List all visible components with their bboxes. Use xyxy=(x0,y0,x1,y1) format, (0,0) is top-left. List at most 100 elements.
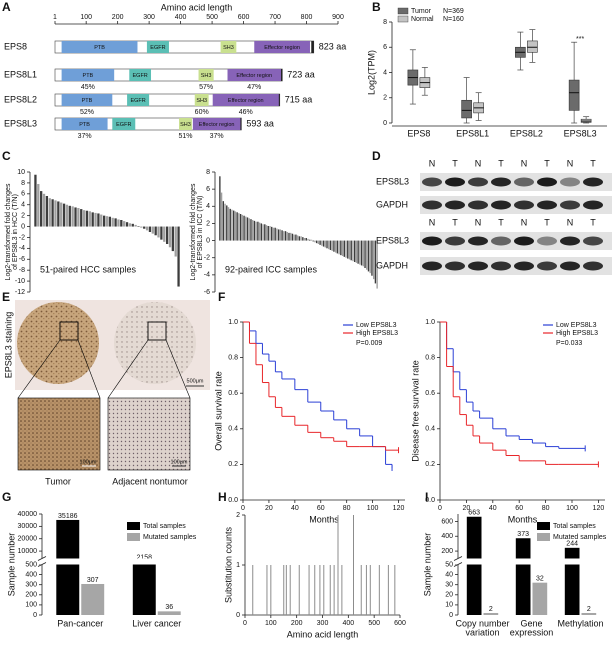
blot-band xyxy=(560,200,580,210)
p-value: P=0.009 xyxy=(356,340,382,347)
domain xyxy=(192,118,241,130)
domain xyxy=(61,69,115,81)
identity-label: 47% xyxy=(247,84,261,91)
value-label: 307 xyxy=(87,577,99,584)
panel-letter: H xyxy=(218,490,227,504)
bar xyxy=(97,213,100,227)
ruler-label: 500 xyxy=(206,14,218,21)
y-tick-label: 0.2 xyxy=(228,461,238,468)
bar xyxy=(88,211,91,227)
panel-letter: G xyxy=(2,490,11,504)
x-tick-label: 300 xyxy=(317,620,329,627)
stain-label: EPS8L3 staining xyxy=(3,312,13,379)
y-tick-label: 50 xyxy=(445,561,453,568)
blot-band xyxy=(583,200,603,210)
bar xyxy=(302,237,304,241)
y-tick-label: 40000 xyxy=(18,511,38,518)
y-tick-label: -2 xyxy=(204,255,210,262)
bar xyxy=(352,240,354,262)
significance: *** xyxy=(576,36,584,43)
identity-label: 60% xyxy=(195,109,209,116)
bar xyxy=(226,205,228,241)
bar xyxy=(291,233,294,241)
length-label: 593 aa xyxy=(246,118,274,128)
lane-label: N xyxy=(475,158,482,168)
domain-label: EGFR xyxy=(133,73,148,79)
bar xyxy=(157,611,181,615)
bar xyxy=(71,206,74,227)
x-tick-label: 60 xyxy=(317,505,325,512)
bar xyxy=(312,240,314,242)
bar xyxy=(231,209,233,241)
bar xyxy=(267,226,269,241)
bar xyxy=(293,234,295,241)
bar xyxy=(305,238,307,241)
x-tick-label: 40 xyxy=(291,505,299,512)
bar xyxy=(108,216,112,227)
bar xyxy=(65,204,69,227)
ruler-label: 100 xyxy=(80,14,92,21)
domain xyxy=(212,94,279,106)
bar xyxy=(220,192,223,241)
bar xyxy=(117,219,120,227)
bar xyxy=(353,240,356,262)
y-tick-label: 1.0 xyxy=(425,319,435,326)
y-axis-label: Sample number xyxy=(6,533,16,597)
zoom-line xyxy=(165,339,191,399)
y-tick-label: -4 xyxy=(19,245,25,252)
length-label: 823 aa xyxy=(319,41,347,51)
bar xyxy=(284,231,287,241)
bar xyxy=(102,215,106,227)
bar xyxy=(154,226,157,236)
bar xyxy=(276,228,278,241)
lane-label: N xyxy=(567,158,574,168)
y-tick-label: -4 xyxy=(204,272,210,279)
legend-label: Mutated samples xyxy=(143,534,197,541)
y-axis-label: of EPS8L3 in ICC (T/N) xyxy=(197,196,204,269)
lane-label: T xyxy=(590,158,596,168)
bar xyxy=(163,226,166,242)
panel-letter: C xyxy=(2,149,11,163)
lane-label: N xyxy=(521,217,528,227)
lane-label: T xyxy=(452,217,458,227)
bar xyxy=(279,229,282,241)
bar xyxy=(219,176,221,241)
y-tick-label: 0 xyxy=(33,612,37,619)
y-tick-label: 200 xyxy=(25,592,37,599)
bar xyxy=(319,240,321,245)
domain xyxy=(146,41,169,53)
x-tick-label: 40 xyxy=(489,505,497,512)
bar xyxy=(298,236,301,241)
blot-band xyxy=(491,236,511,246)
lane-label: T xyxy=(544,158,550,168)
y-axis-label: Log2-transformed fold changes xyxy=(5,183,12,280)
bar xyxy=(91,212,94,227)
identity-label: 52% xyxy=(80,109,94,116)
bar xyxy=(57,201,60,227)
bar xyxy=(222,201,225,241)
y-tick-label: 500 xyxy=(25,561,37,568)
y-tick-label: 20 xyxy=(445,592,453,599)
x-tick-label: 80 xyxy=(542,505,550,512)
panel-letter: A xyxy=(2,0,11,14)
blot-band xyxy=(514,236,534,246)
value-label: 35186 xyxy=(58,513,78,520)
domain-label: Effector region xyxy=(264,45,300,51)
bar xyxy=(234,211,237,241)
x-tick-label: variation xyxy=(465,627,499,637)
bar xyxy=(243,215,245,241)
bar xyxy=(466,516,482,615)
y-tick-label: 0.0 xyxy=(425,497,435,504)
legend-n: N=369 xyxy=(443,8,464,15)
length-label: 715 aa xyxy=(285,94,313,104)
domain-label: Effector region xyxy=(199,122,235,128)
lane-label: T xyxy=(498,158,504,168)
y-tick-label: 1 xyxy=(236,562,240,569)
y-tick-label: -6 xyxy=(19,256,25,263)
box xyxy=(527,40,538,53)
blot-band xyxy=(537,236,557,246)
blot-row-label: GAPDH xyxy=(376,199,408,209)
identity-label: 45% xyxy=(81,84,95,91)
